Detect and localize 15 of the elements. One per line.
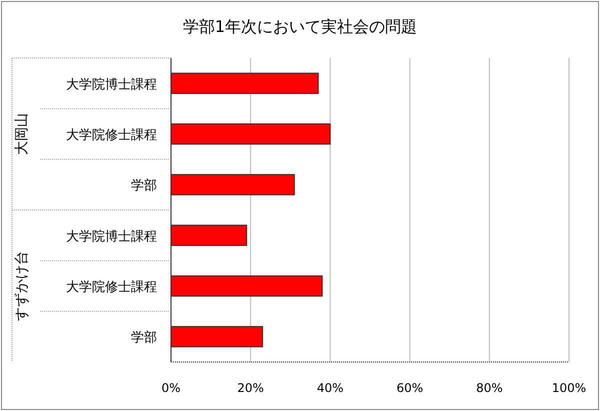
y-tick-label: 大学院博士課程: [66, 77, 157, 92]
chart-title: 学部1年次において実社会の問題: [182, 17, 418, 36]
text: すずかけ台: [14, 251, 30, 321]
y-tick-label: 大学院博士課程: [66, 229, 157, 244]
text: 大岡山: [14, 113, 30, 155]
x-tick-label: 60%: [396, 381, 424, 395]
x-tick-label: 100%: [552, 381, 586, 395]
y-tick-label: 学部: [131, 330, 157, 346]
y-tick-label: 大学院修士課程: [66, 280, 157, 295]
y-tick-label: 大学院修士課程: [66, 128, 157, 143]
y-tick-label: 学部: [131, 178, 157, 194]
x-tick-label: 20%: [237, 381, 264, 395]
x-tick-label: 40%: [316, 381, 344, 395]
x-tick-label: 80%: [476, 381, 503, 395]
x-tick-label: 0%: [161, 381, 181, 395]
